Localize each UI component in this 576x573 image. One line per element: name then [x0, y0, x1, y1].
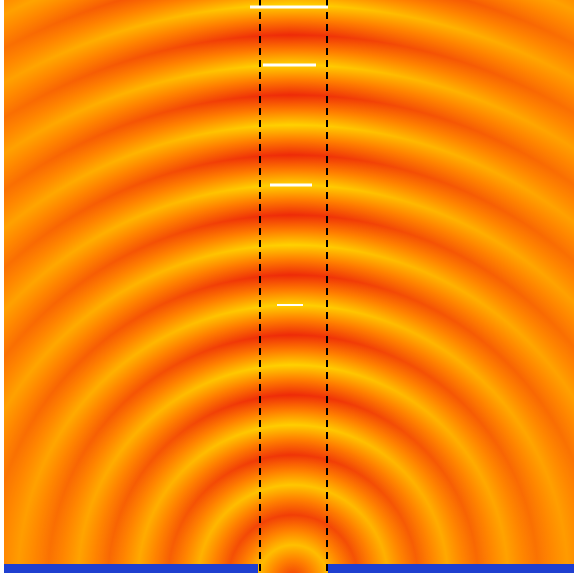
body: (() => { const data = JSON.parse(documen… — [0, 0, 576, 573]
barrier — [4, 564, 258, 573]
overlay — [0, 0, 576, 573]
page: {} html, body { margin: 0; padding: 0; w… — [0, 0, 576, 573]
barrier — [328, 564, 574, 573]
